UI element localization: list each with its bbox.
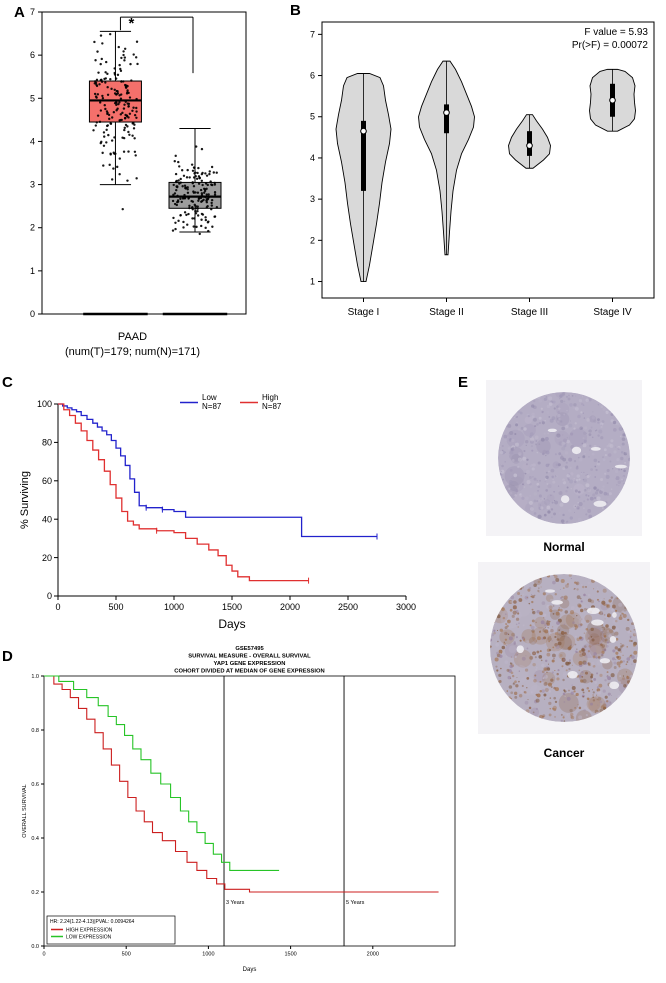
panel-b-violin-plot: 1 2 3 4 5 6 7 Stage I Stage II Stage III Stage IV F… xyxy=(310,21,655,318)
svg-text:1000: 1000 xyxy=(164,602,184,612)
svg-text:Days: Days xyxy=(218,617,245,631)
svg-text:YAP1 GENE EXPRESSION: YAP1 GENE EXPRESSION xyxy=(214,661,286,667)
svg-text:7: 7 xyxy=(30,7,35,17)
svg-text:GSE57495: GSE57495 xyxy=(235,646,264,652)
svg-text:F value = 5.93: F value = 5.93 xyxy=(584,27,648,38)
svg-text:LOW EXPRESSION: LOW EXPRESSION xyxy=(66,935,112,941)
svg-text:5 Years: 5 Years xyxy=(346,900,365,906)
svg-text:COHORT DIVIDED AT MEDIAN OF GE: COHORT DIVIDED AT MEDIAN OF GENE EXPRESS… xyxy=(174,669,324,675)
svg-text:N=87: N=87 xyxy=(262,402,282,411)
svg-text:HIGH EXPRESSION: HIGH EXPRESSION xyxy=(66,928,113,934)
svg-text:2000: 2000 xyxy=(367,952,379,958)
cancer-tissue-label: Cancer xyxy=(543,746,585,760)
svg-text:3000: 3000 xyxy=(396,602,416,612)
svg-text:1: 1 xyxy=(310,277,315,287)
svg-text:High: High xyxy=(262,393,278,402)
svg-text:2000: 2000 xyxy=(280,602,300,612)
svg-text:SURVIVAL MEASURE - OVERALL SU: SURVIVAL MEASURE - OVERALL SURVIVAL xyxy=(188,654,311,660)
panel-d-label: D xyxy=(2,648,13,665)
svg-text:HR: 2.24(1.22-4.13)|PVAL: 0.00: HR: 2.24(1.22-4.13)|PVAL: 0.0094264 xyxy=(50,919,135,925)
svg-text:0.8: 0.8 xyxy=(31,728,39,734)
svg-text:3: 3 xyxy=(30,180,35,190)
panel-c-survival-plot: 0 500 1000 1500 2000 2500 3000 0 20 40 60 80 100 Days… xyxy=(19,393,416,631)
svg-text:3: 3 xyxy=(310,194,315,204)
svg-text:Stage IV: Stage IV xyxy=(593,307,632,318)
svg-text:Stage II: Stage II xyxy=(429,307,463,318)
svg-text:Days: Days xyxy=(243,967,257,973)
svg-text:6: 6 xyxy=(310,71,315,81)
panel-c-label: C xyxy=(2,374,13,391)
panel-b-label: B xyxy=(290,2,301,19)
svg-text:0: 0 xyxy=(47,591,52,601)
panel-a-label: A xyxy=(14,4,25,21)
svg-text:0.4: 0.4 xyxy=(31,836,39,842)
svg-text:1: 1 xyxy=(30,266,35,276)
svg-text:2: 2 xyxy=(30,223,35,233)
svg-text:Stage I: Stage I xyxy=(348,307,380,318)
svg-text:*: * xyxy=(128,15,134,32)
normal-tissue-label: Normal xyxy=(543,540,585,554)
svg-text:20: 20 xyxy=(42,553,52,563)
panel-a-dataset-label: PAAD xyxy=(117,331,148,343)
svg-text:Stage III: Stage III xyxy=(511,307,548,318)
svg-text:1500: 1500 xyxy=(284,952,296,958)
svg-text:2500: 2500 xyxy=(338,602,358,612)
svg-text:0.0: 0.0 xyxy=(31,944,39,950)
svg-text:500: 500 xyxy=(108,602,123,612)
panel-a-sample-counts: (num(T)=179; num(N)=171) xyxy=(64,346,201,359)
svg-text:100: 100 xyxy=(37,399,52,409)
svg-text:6: 6 xyxy=(30,50,35,60)
svg-text:1000: 1000 xyxy=(202,952,214,958)
svg-text:Pr(>F) = 0.00072: Pr(>F) = 0.00072 xyxy=(572,40,649,51)
svg-text:0: 0 xyxy=(42,952,45,958)
svg-text:OVERALL SURVIVAL: OVERALL SURVIVAL xyxy=(22,784,28,837)
svg-text:N=87: N=87 xyxy=(202,402,222,411)
svg-text:5: 5 xyxy=(310,112,315,122)
svg-text:1500: 1500 xyxy=(222,602,242,612)
svg-text:2: 2 xyxy=(310,235,315,245)
svg-text:40: 40 xyxy=(42,514,52,524)
svg-text:0: 0 xyxy=(30,309,35,319)
panel-a-boxplot: 0 1 2 3 4 5 6 7 * xyxy=(30,7,247,319)
cancer-tissue-image xyxy=(478,562,650,734)
normal-tissue-image xyxy=(486,380,642,536)
svg-text:5: 5 xyxy=(30,93,35,103)
panel-e-label: E xyxy=(458,374,469,391)
panel-d-survival-plot: 0 500 1000 1500 2000 0.0 0.2 0.4 0.6 0.8 1.0 GSE574… xyxy=(22,646,456,973)
svg-text:1.0: 1.0 xyxy=(31,674,39,680)
svg-text:% Surviving: % Surviving xyxy=(19,471,31,529)
svg-text:0.2: 0.2 xyxy=(31,890,39,896)
svg-text:500: 500 xyxy=(122,952,131,958)
svg-text:60: 60 xyxy=(42,476,52,486)
svg-text:0.6: 0.6 xyxy=(31,782,39,788)
svg-text:4: 4 xyxy=(310,153,315,163)
panel-a-caption: PAAD (num(T)=179; num(N)=171) xyxy=(10,330,255,361)
svg-text:4: 4 xyxy=(30,136,35,146)
svg-text:Low: Low xyxy=(202,393,217,402)
svg-text:3 Years: 3 Years xyxy=(226,900,245,906)
svg-text:80: 80 xyxy=(42,438,52,448)
svg-text:7: 7 xyxy=(310,29,315,39)
svg-text:0: 0 xyxy=(55,602,60,612)
